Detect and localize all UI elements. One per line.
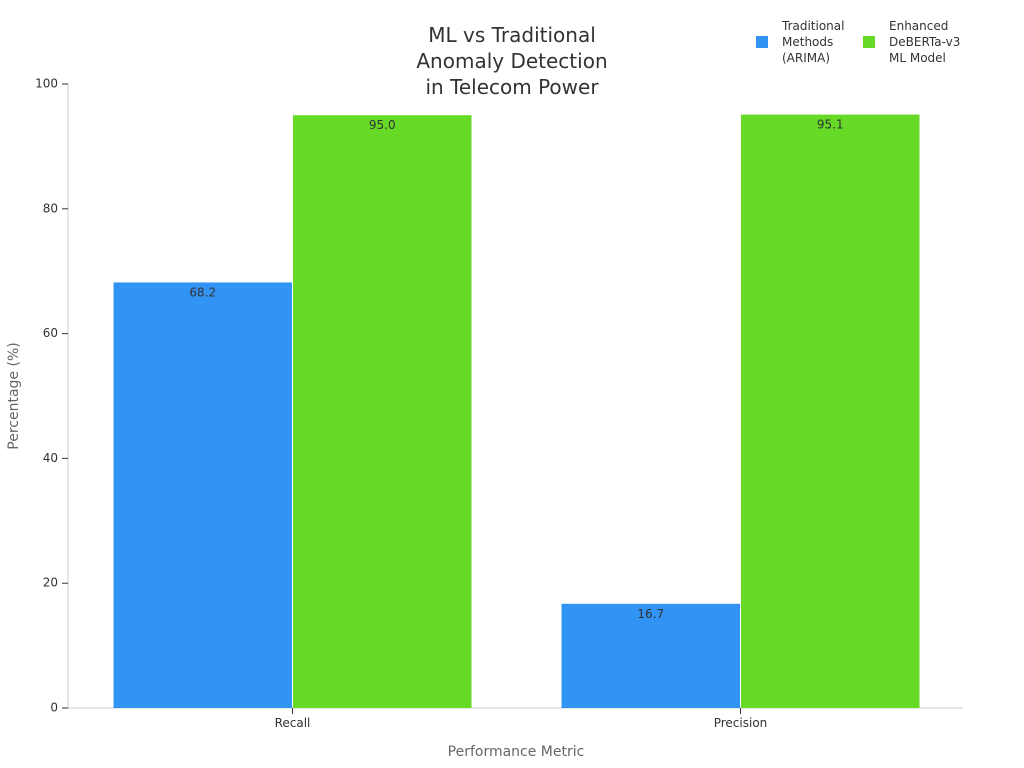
bar-enhanced-recall[interactable]	[293, 115, 472, 708]
bar-enhanced-precision[interactable]	[741, 114, 920, 709]
x-tick-label-precision: Precision	[714, 716, 768, 730]
legend-swatch-traditional	[756, 36, 768, 48]
y-tick-label-100: 100	[35, 77, 58, 91]
legend-label-enhanced-line-3: ML Model	[889, 51, 946, 65]
y-axis-title: Percentage (%)	[6, 342, 22, 449]
x-tick-precision: Precision	[714, 708, 768, 730]
legend-label-enhanced-line-1: Enhanced	[889, 19, 948, 33]
y-tick-label-80: 80	[43, 201, 58, 215]
y-tick-label-60: 60	[43, 326, 58, 340]
legend-item-traditional[interactable]: Traditional Methods (ARIMA)	[756, 19, 844, 65]
x-tick-label-recall: Recall	[275, 716, 311, 730]
y-tick-80: 80	[43, 201, 68, 215]
legend-item-enhanced[interactable]: Enhanced DeBERTa-v3 ML Model	[863, 19, 960, 65]
y-tick-100: 100	[35, 77, 68, 91]
x-tick-recall: Recall	[275, 708, 311, 730]
legend-label-traditional-line-1: Traditional	[781, 19, 844, 33]
y-tick-label-40: 40	[43, 451, 58, 465]
data-label-enhanced-recall: 95.0	[369, 118, 396, 132]
data-label-traditional-recall: 68.2	[189, 285, 216, 299]
chart-title: ML vs Traditional Anomaly Detection in T…	[416, 23, 607, 99]
y-ticks: 0 20 40 60 80 100	[35, 77, 68, 715]
chart-title-line-3: in Telecom Power	[425, 75, 599, 99]
legend-label-traditional-line-3: (ARIMA)	[782, 51, 830, 65]
legend-swatch-enhanced	[863, 36, 875, 48]
bar-traditional-recall[interactable]	[113, 282, 293, 708]
y-tick-label-20: 20	[43, 576, 58, 590]
bar-traditional-precision[interactable]	[561, 603, 741, 708]
bars	[113, 114, 920, 709]
chart-title-line-1: ML vs Traditional	[428, 23, 596, 47]
x-axis-title: Performance Metric	[448, 744, 585, 760]
chart-title-line-2: Anomaly Detection	[416, 49, 607, 73]
legend: Traditional Methods (ARIMA) Enhanced DeB…	[756, 19, 960, 65]
x-ticks: Recall Precision	[275, 708, 768, 730]
y-tick-60: 60	[43, 326, 68, 340]
y-tick-0: 0	[50, 701, 68, 715]
legend-label-enhanced-line-2: DeBERTa-v3	[889, 35, 960, 49]
data-labels: 68.2 95.0 16.7 95.1	[189, 118, 843, 621]
legend-label-traditional-line-2: Methods	[782, 35, 833, 49]
y-tick-40: 40	[43, 451, 68, 465]
y-tick-label-0: 0	[50, 701, 58, 715]
y-tick-20: 20	[43, 576, 68, 590]
data-label-enhanced-precision: 95.1	[817, 118, 844, 132]
data-label-traditional-precision: 16.7	[637, 607, 664, 621]
